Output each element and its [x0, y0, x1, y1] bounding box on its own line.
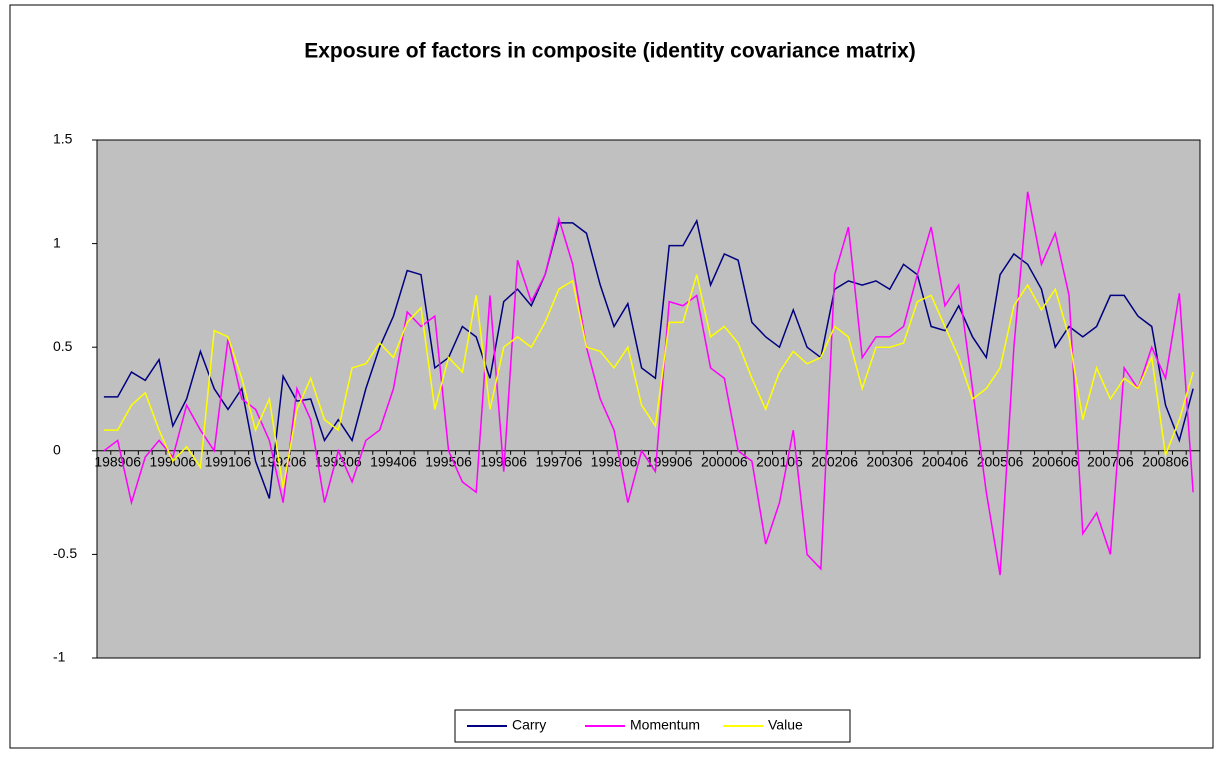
x-tick-label: 200506: [977, 454, 1024, 470]
legend-label: Value: [768, 717, 803, 733]
x-tick-label: 199406: [370, 454, 417, 470]
y-tick-label: 1: [53, 234, 61, 250]
x-tick-label: 199506: [425, 454, 472, 470]
y-tick-label: 0: [53, 442, 61, 458]
x-tick-label: 200206: [811, 454, 858, 470]
x-tick-label: 199806: [591, 454, 638, 470]
x-tick-label: 200806: [1142, 454, 1189, 470]
legend-box: [454, 709, 851, 743]
legend-label: Carry: [512, 717, 546, 733]
series-line: [103, 191, 1194, 576]
x-tick-label: 200406: [922, 454, 969, 470]
y-tick-label: -0.5: [53, 545, 77, 561]
y-tick-label: 0.5: [53, 338, 73, 354]
x-tick-label: 200706: [1087, 454, 1134, 470]
x-tick-label: 199306: [315, 454, 362, 470]
series-line: [103, 274, 1194, 489]
y-tick-label: -1: [53, 649, 66, 665]
plot-area: [96, 139, 1201, 659]
x-tick-label: 200306: [866, 454, 913, 470]
x-tick-label: 199906: [646, 454, 693, 470]
chart-title: Exposure of factors in composite (identi…: [304, 40, 916, 63]
x-tick-label: 200106: [756, 454, 803, 470]
y-tick-label: 1.5: [53, 131, 73, 147]
x-tick-label: 200006: [701, 454, 748, 470]
x-tick-label: 199706: [536, 454, 583, 470]
x-tick-label: 198906: [94, 454, 141, 470]
x-tick-label: 200606: [1032, 454, 1079, 470]
legend-label: Momentum: [630, 717, 700, 733]
x-tick-label: 199206: [260, 454, 307, 470]
x-tick-label: 199106: [205, 454, 252, 470]
series-line: [103, 218, 1194, 499]
